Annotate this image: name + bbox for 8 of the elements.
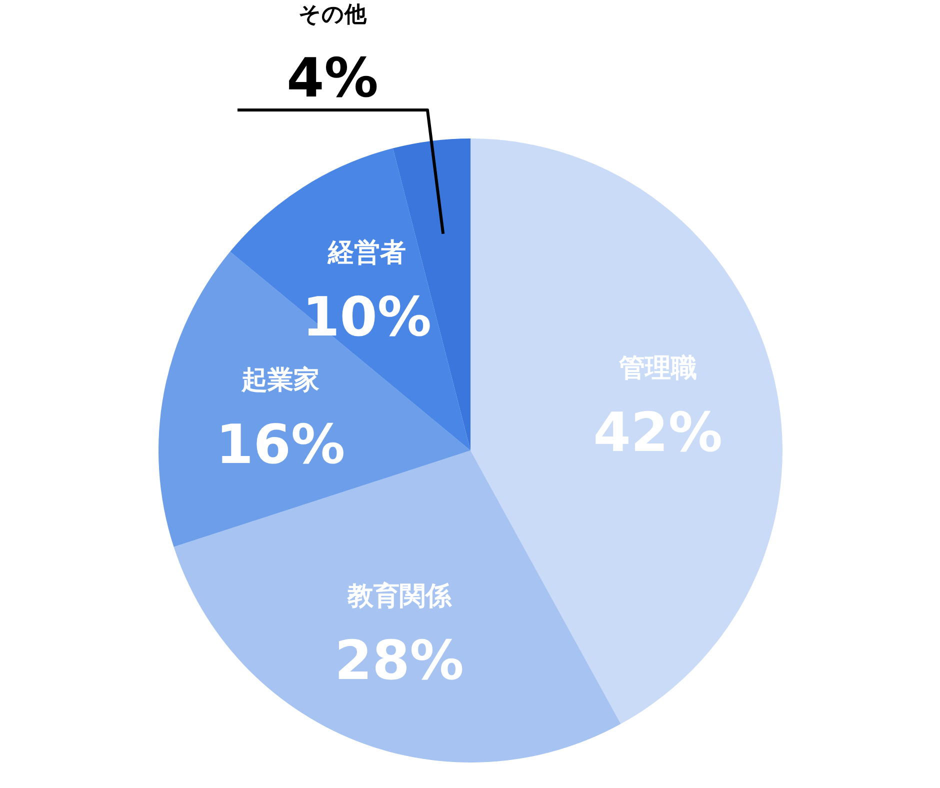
data-label: 10%	[302, 286, 432, 349]
slice-label: その他	[298, 2, 368, 28]
slice-label: 教育関係	[346, 580, 452, 612]
slice-label: 経営者	[326, 238, 406, 268]
data-label: 4%	[286, 46, 378, 110]
data-label: 28%	[334, 628, 464, 692]
slice-label: 起業家	[240, 365, 320, 396]
data-label: 16%	[216, 412, 346, 476]
